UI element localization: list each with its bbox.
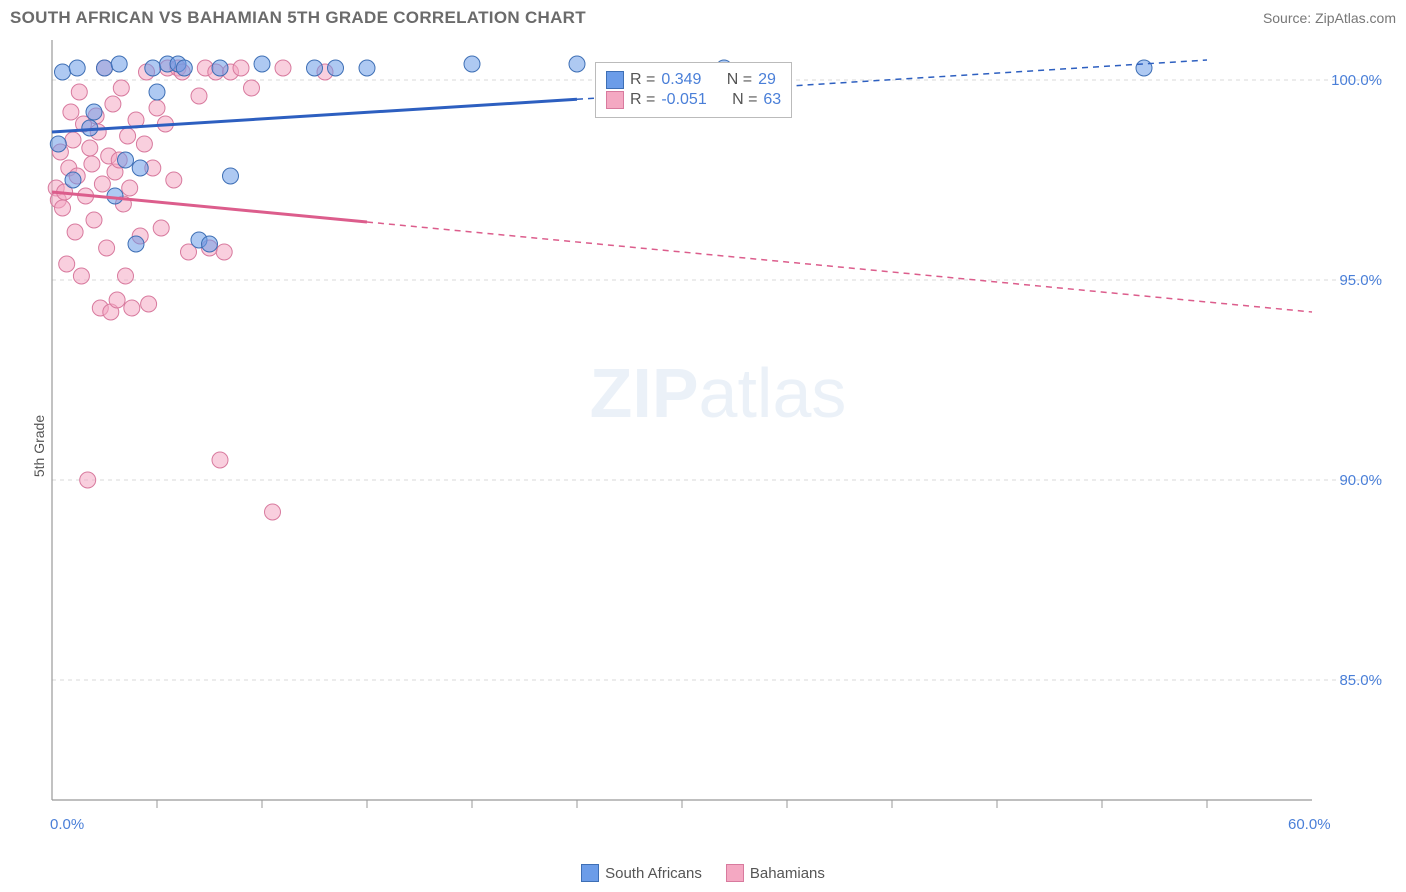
legend-swatch <box>581 864 599 882</box>
chart-svg: 85.0% 90.0% 95.0% 100.0% <box>40 40 1402 830</box>
stats-r-label: R = <box>630 71 655 89</box>
legend-item-bahamians: Bahamians <box>726 864 825 882</box>
stats-r-value: 0.349 <box>661 71 701 89</box>
legend: South Africans Bahamians <box>0 864 1406 882</box>
stats-row: R = 0.349 N = 29 <box>606 71 781 89</box>
stats-n-label: N = <box>727 71 752 89</box>
chart-title: SOUTH AFRICAN VS BAHAMIAN 5TH GRADE CORR… <box>10 8 586 28</box>
svg-text:85.0%: 85.0% <box>1339 672 1382 689</box>
svg-text:90.0%: 90.0% <box>1339 472 1382 489</box>
stats-swatch <box>606 91 624 109</box>
chart-container: 85.0%90.0%95.0%100.0% ZIPatlas R = 0.349… <box>40 40 1396 842</box>
x-axis-left-label: 0.0% <box>50 816 84 833</box>
stats-n-value: 29 <box>758 71 776 89</box>
stats-n-label: N = <box>732 91 757 109</box>
svg-text:100.0%: 100.0% <box>1331 72 1382 89</box>
legend-label: South Africans <box>605 865 702 882</box>
source-label: Source: ZipAtlas.com <box>1263 10 1396 26</box>
stats-n-value: 63 <box>763 91 781 109</box>
stats-r-label: R = <box>630 91 655 109</box>
stats-row: R = -0.051 N = 63 <box>606 91 781 109</box>
x-axis-right-label: 60.0% <box>1288 816 1331 833</box>
stats-swatch <box>606 71 624 89</box>
svg-text:95.0%: 95.0% <box>1339 272 1382 289</box>
legend-label: Bahamians <box>750 865 825 882</box>
stats-r-value: -0.051 <box>661 91 706 109</box>
stats-box: R = 0.349 N = 29 R = -0.051 N = 63 <box>595 62 792 118</box>
legend-swatch <box>726 864 744 882</box>
legend-item-south-africans: South Africans <box>581 864 702 882</box>
